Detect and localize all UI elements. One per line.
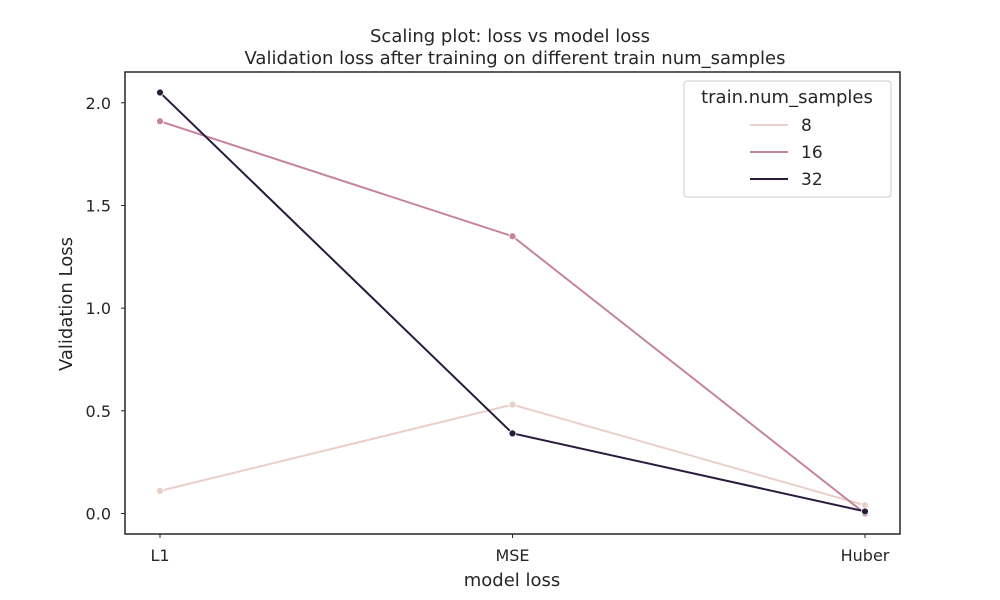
x-axis-label: model loss (464, 570, 561, 591)
legend-items: 8 16 32 (750, 116, 823, 190)
chart-subtitle: Validation loss after training on differ… (245, 48, 786, 69)
chart-title: Scaling plot: loss vs model loss (370, 26, 650, 47)
y-tick-label: 1.0 (86, 299, 111, 318)
data-point-32-l1 (156, 88, 164, 97)
legend: train.num_samples 8 16 32 (683, 80, 892, 198)
legend-label-8: 8 (801, 116, 812, 136)
y-tick-label: 0.0 (86, 504, 111, 523)
series-line-8 (159, 403, 866, 507)
y-tick-label: 0.5 (86, 402, 111, 421)
data-point-8-l1 (156, 486, 164, 495)
data-point-16-mse (508, 232, 517, 241)
x-tick-label-l1: L1 (150, 546, 169, 565)
data-point-16-l1 (156, 117, 164, 126)
data-point-32-huber (861, 507, 869, 516)
y-axis-label: Validation Loss (56, 237, 77, 371)
x-tick-label-huber: Huber (841, 546, 890, 565)
y-tick-label: 1.5 (86, 196, 111, 215)
plot-frame (124, 71, 901, 535)
legend-label-16: 16 (801, 143, 823, 163)
legend-box (683, 80, 892, 198)
data-point-32-mse (508, 429, 517, 438)
data-point-8-mse (508, 400, 517, 409)
legend-title: train.num_samples (701, 87, 873, 108)
plot-area: L1 MSE Huber 0.0 0.5 1.0 1.5 2.0 (86, 88, 890, 565)
legend-label-32: 32 (801, 170, 823, 190)
x-tick-label-mse: MSE (495, 546, 529, 565)
y-tick-label: 2.0 (86, 94, 111, 113)
